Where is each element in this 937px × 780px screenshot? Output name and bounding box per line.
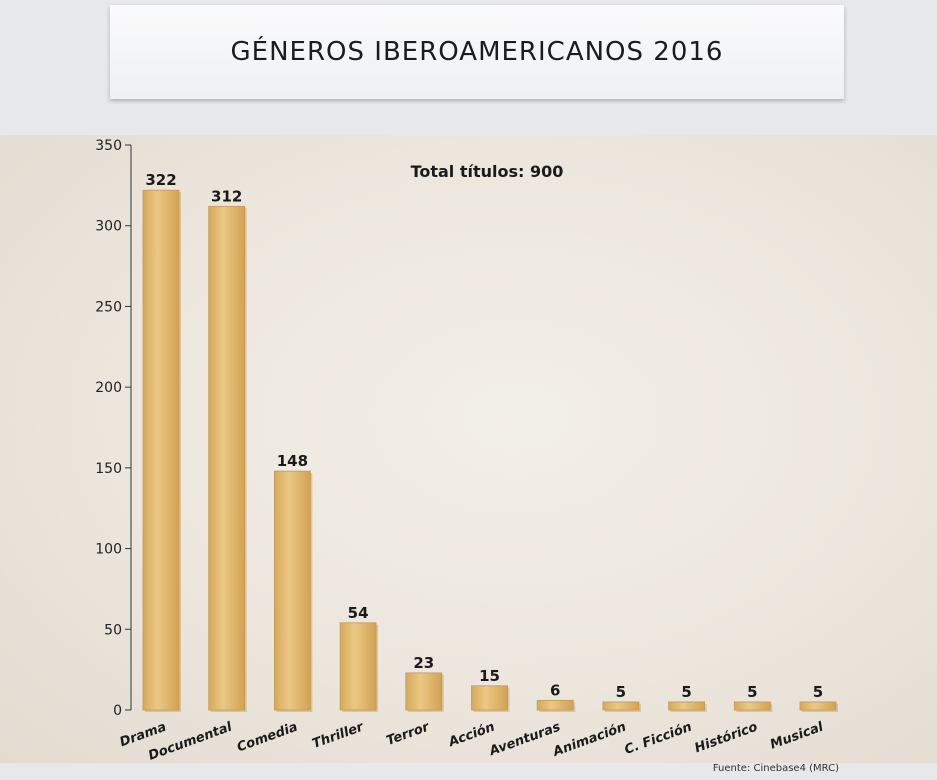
bar <box>536 699 574 711</box>
data-label: 54 <box>348 604 369 622</box>
data-label: 5 <box>747 683 757 701</box>
bars: 322Drama312Documental148Comedia54Thrille… <box>118 171 838 764</box>
data-label: 5 <box>616 683 626 701</box>
bar <box>733 701 771 711</box>
bar <box>668 701 705 711</box>
bar <box>208 205 246 711</box>
y-tick-label: 300 <box>95 219 122 235</box>
bar <box>471 685 508 711</box>
total-annotation: Total títulos: 900 <box>411 162 564 181</box>
title-banner: GÉNEROS IBEROAMERICANOS 2016 <box>110 5 844 99</box>
data-label: 322 <box>145 171 176 189</box>
data-label: 6 <box>550 681 560 699</box>
y-tick-label: 250 <box>95 299 122 315</box>
y-tick-label: 50 <box>104 622 122 638</box>
data-label: 148 <box>277 452 308 470</box>
data-label: 5 <box>813 683 823 701</box>
category-label: Aventuras <box>487 720 563 760</box>
bar <box>142 189 180 711</box>
category-label: Musical <box>768 719 826 752</box>
category-label: Thriller <box>310 719 367 752</box>
category-label: Comedia <box>235 720 300 756</box>
data-label: 15 <box>479 667 500 685</box>
chart-title: GÉNEROS IBEROAMERICANOS 2016 <box>230 37 724 67</box>
bar <box>339 622 377 711</box>
source-note: Fuente: Cinebase4 (MRC) <box>712 763 839 774</box>
y-tick-label: 0 <box>113 703 122 719</box>
category-label: C. Ficción <box>623 720 694 758</box>
data-label: 312 <box>211 187 242 205</box>
y-tick-label: 150 <box>95 461 122 477</box>
category-label: Animación <box>550 720 628 761</box>
bar <box>602 701 640 711</box>
data-label: 23 <box>413 654 434 672</box>
category-label: Histórico <box>693 720 760 757</box>
y-axis: 0 50 100 150 200 250 300 350 <box>95 138 132 719</box>
bar <box>273 470 311 711</box>
bar <box>405 672 443 711</box>
y-tick-label: 350 <box>95 138 122 154</box>
y-tick-label: 100 <box>95 542 122 558</box>
category-label: Terror <box>385 719 433 749</box>
bar <box>799 701 837 711</box>
data-label: 5 <box>681 683 691 701</box>
y-tick-label: 200 <box>95 380 122 396</box>
